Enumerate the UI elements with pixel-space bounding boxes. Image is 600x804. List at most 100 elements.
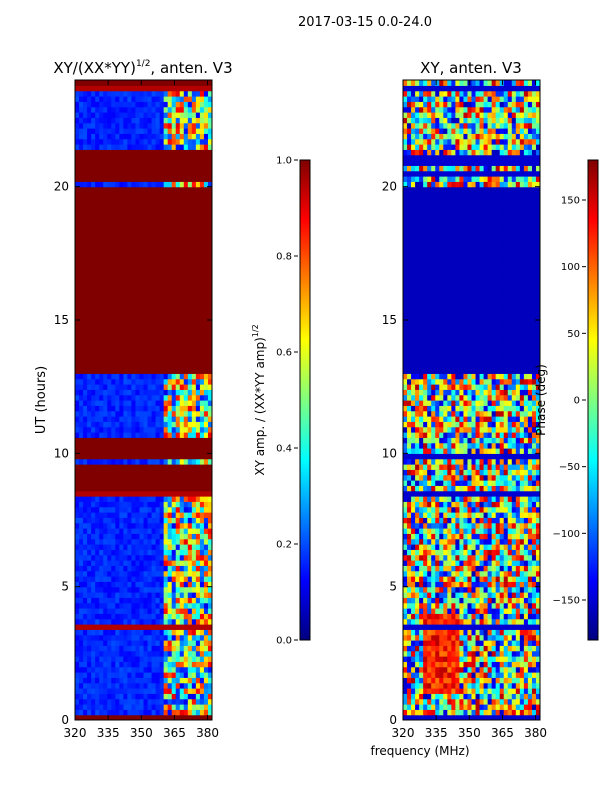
left-heatmap-cell [83,144,88,150]
left-heatmap-cell [187,549,193,556]
left-heatmap-cell [183,240,189,246]
left-heatmap-cell [91,432,96,438]
left-heatmap-cell [135,154,141,161]
left-heatmap-cell [131,506,137,513]
left-heatmap-cell [203,346,209,353]
left-heatmap-cell [147,101,153,108]
left-heatmap-cell [79,448,84,454]
left-heatmap-cell [139,122,145,129]
left-heatmap-cell [167,400,173,406]
left-heatmap-cell [179,266,185,273]
left-heatmap-cell [131,618,137,625]
left-heatmap-cell [87,128,92,134]
left-heatmap-cell [159,96,165,102]
left-heatmap-cell [127,666,133,673]
left-heatmap-cell [179,533,185,540]
left-heatmap-cell [119,458,124,465]
left-heatmap-cell [111,298,116,305]
left-heatmap-cell [171,325,177,332]
left-heatmap-cell [107,581,112,588]
right-heatmap-cell [451,581,456,588]
left-heatmap-cell [167,85,173,92]
right-heatmap-cell [435,698,440,705]
left-heatmap-cell [123,560,128,566]
left-heatmap-cell [103,218,108,225]
left-heatmap-cell [79,85,84,92]
left-heatmap-cell [203,250,209,257]
left-heatmap-cell [187,368,193,374]
left-heatmap-cell [175,320,181,326]
left-heatmap-cell [107,245,112,252]
left-heatmap-cell [179,165,185,172]
left-heatmap-cell [103,613,108,620]
left-heatmap-cell [151,581,157,588]
left-heatmap-cell [119,138,124,145]
right-heatmap-cell [439,650,444,657]
left-heatmap-cell [179,213,185,220]
left-heatmap-cell [143,538,149,545]
left-heatmap-cell [115,138,120,145]
right-heatmap-cell [475,640,481,646]
right-heatmap-cell [419,656,424,662]
left-heatmap-cell [99,597,104,604]
left-heatmap-cell [183,650,189,657]
left-heatmap-cell [103,474,108,481]
left-heatmap-cell [175,256,181,262]
right-heatmap-cell [427,597,432,604]
left-heatmap-cell [207,453,212,460]
left-heatmap-cell [111,485,116,492]
left-heatmap-cell [115,666,120,673]
left-heatmap-cell [203,554,209,561]
left-heatmap-cell [171,250,177,257]
left-heatmap-cell [183,336,189,342]
left-heatmap-cell [83,448,88,454]
left-heatmap-cell [139,554,145,561]
left-heatmap-cell [203,448,209,454]
left-heatmap-cell [167,464,173,470]
left-heatmap-cell [79,314,84,321]
right-heatmap-cell [447,709,452,716]
left-heatmap-cell [183,133,189,140]
left-heatmap-cell [115,101,120,108]
left-heatmap-cell [115,282,120,289]
left-heatmap-cell [175,208,181,214]
left-heatmap-cell [111,144,116,150]
right-heatmap-cell [515,693,521,700]
left-heatmap-cell [87,240,92,246]
left-heatmap-cell [203,640,209,646]
right-heatmap-cell [491,645,497,652]
left-heatmap-cell [91,592,96,598]
right-heatmap-cell [455,629,461,636]
left-heatmap-cell [207,410,212,417]
left-heatmap-cell [203,506,209,513]
left-heatmap-cell [207,325,212,332]
left-heatmap-cell [103,325,108,332]
left-heatmap-cell [135,378,141,385]
left-heatmap-cell [115,181,120,188]
left-heatmap-cell [151,250,157,257]
right-heatmap-cell [443,581,448,588]
left-heatmap-cell [155,512,161,518]
left-heatmap-cell [175,656,181,662]
left-heatmap-cell [195,677,201,684]
left-heatmap-cell [151,320,157,326]
left-heatmap-cell [167,624,173,630]
right-heatmap-cell [471,576,477,582]
right-heatmap-cell [523,682,529,689]
left-heatmap-cell [99,538,104,545]
left-heatmap-cell [95,554,100,561]
left-heatmap-cell [187,634,193,641]
left-heatmap-cell [111,341,116,348]
left-heatmap-cell [207,101,212,108]
right-heatmap-cell [447,672,452,678]
left-heatmap-cell [179,432,185,438]
left-heatmap-cell [151,448,157,454]
left-heatmap-cell [103,133,108,140]
left-heatmap-cell [195,480,201,486]
left-heatmap-cell [87,714,92,720]
left-heatmap-cell [107,304,112,310]
left-heatmap-cell [191,384,197,390]
left-heatmap-cell [179,586,185,593]
left-heatmap-cell [83,656,88,662]
right-heatmap-cell [447,650,452,657]
